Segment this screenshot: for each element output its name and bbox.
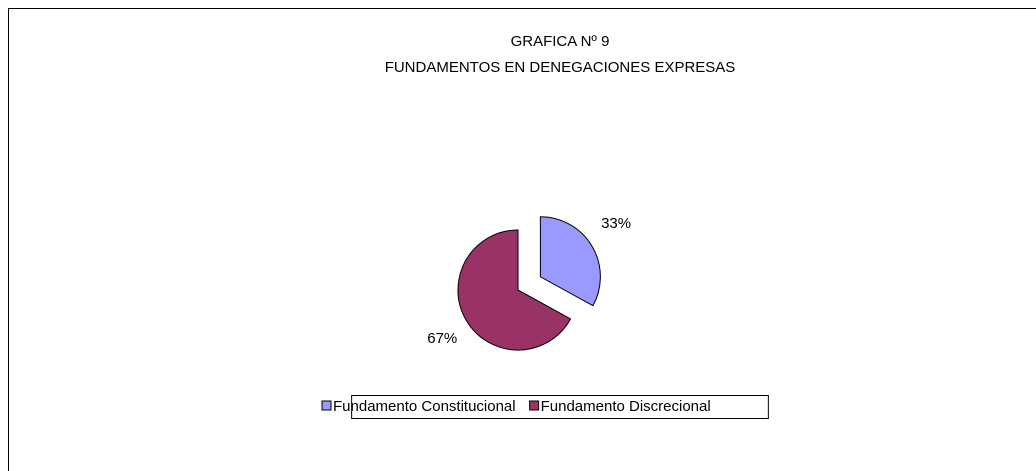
pie-slice <box>539 216 601 307</box>
legend-swatch <box>529 400 540 411</box>
legend-swatch <box>321 400 332 411</box>
chart-subtitle: FUNDAMENTOS EN DENEGACIONES EXPRESAS <box>385 59 736 76</box>
pie-slice <box>457 229 572 351</box>
data-label: 67% <box>427 330 457 347</box>
legend-label: Fundamento Discrecional <box>541 398 711 415</box>
legend-label: Fundamento Constitucional <box>333 398 516 415</box>
data-label: 33% <box>601 215 631 232</box>
chart-title: GRAFICA Nº 9 <box>511 33 610 50</box>
legend-box <box>351 395 769 419</box>
chart-frame <box>8 8 1036 471</box>
